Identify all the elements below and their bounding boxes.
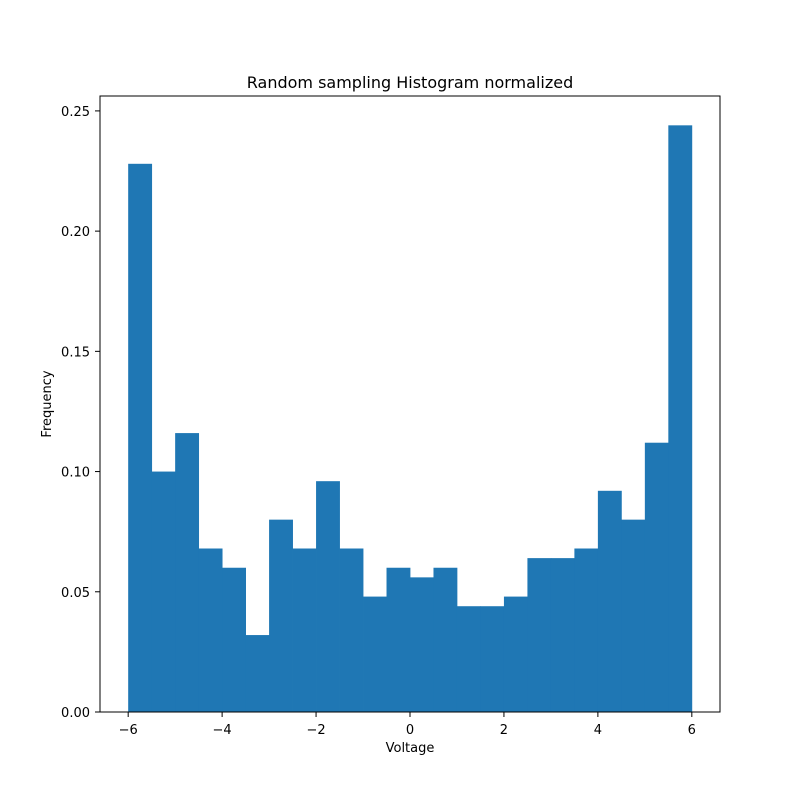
histogram-bar [527,558,552,712]
histogram-bar [410,577,434,712]
x-axis-ticks: −6 −4 −2 0 2 4 6 [119,712,696,738]
histogram-bar [339,548,364,712]
x-tick-label: −4 [213,723,232,738]
y-tick-label: 0.05 [61,586,90,601]
plot-frame [99,95,721,713]
histogram-bar [198,548,223,712]
histogram-bar [316,481,340,712]
x-tick-label: 4 [594,723,602,738]
histogram-bar [245,635,270,712]
histogram-bar [480,606,505,712]
histogram-bar [503,596,528,712]
y-tick-label: 0.10 [61,466,90,481]
chart-title: Random sampling Histogram normalized [247,73,573,92]
histogram-bar [644,442,669,712]
histogram-bar [292,548,317,712]
x-tick-label: −6 [119,723,138,738]
x-tick-label: 2 [500,723,508,738]
y-tick-label: 0.00 [61,706,90,721]
histogram-bar [550,558,575,712]
histogram-bar [363,596,387,712]
histogram-bar [222,567,246,712]
bars-group [128,125,693,713]
histogram-bar [386,567,411,712]
histogram-bar [151,471,176,712]
y-tick-label: 0.15 [61,345,90,360]
histogram-bar [433,567,458,712]
histogram-bar [668,125,693,712]
x-tick-label: 0 [406,723,414,738]
histogram-bar [574,548,599,712]
y-tick-label: 0.25 [61,105,90,120]
histogram-bar [597,490,622,712]
histogram-bar [456,606,481,712]
histogram-bar [128,163,153,713]
histogram-bar [175,433,200,712]
x-tick-label: −2 [306,723,325,738]
histogram-bar [621,519,646,712]
x-axis-label: Voltage [386,741,435,756]
histogram-bar [269,519,293,712]
y-axis-label: Frequency [40,370,55,437]
y-axis-ticks: 0.00 0.05 0.10 0.15 0.20 0.25 [61,105,100,721]
y-tick-label: 0.20 [61,225,90,240]
x-tick-label: 6 [688,723,696,738]
